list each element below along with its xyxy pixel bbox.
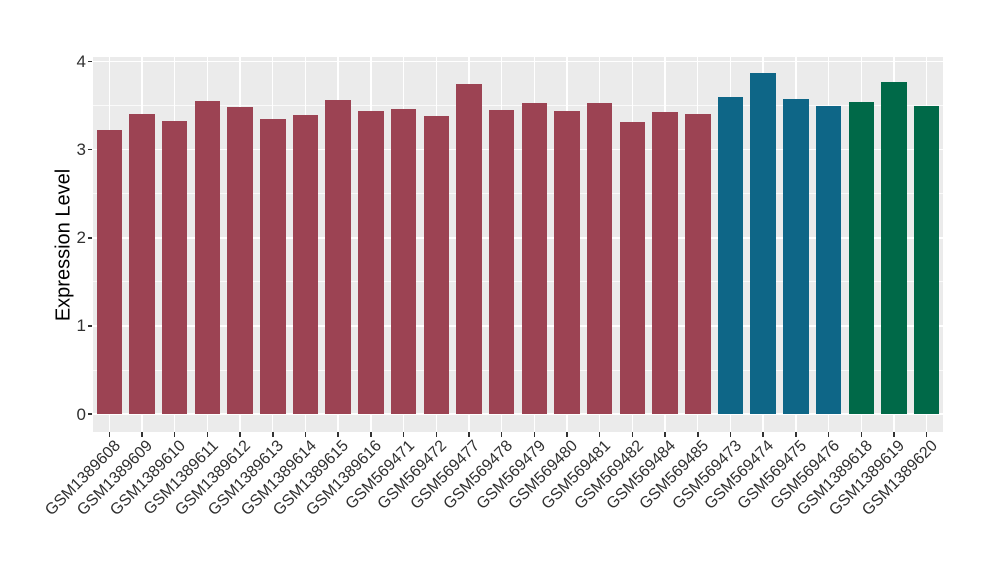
gridline-minor: [93, 193, 943, 195]
bar: [815, 105, 842, 414]
x-tick-mark: [893, 432, 895, 437]
x-tick-mark: [697, 432, 699, 437]
x-tick-mark: [729, 432, 732, 437]
y-tick-label: 0: [76, 404, 86, 424]
x-tick-mark: [827, 432, 830, 437]
bar: [750, 73, 776, 414]
gridline-minor: [93, 281, 943, 283]
x-tick-mark: [860, 432, 863, 437]
gridline-major: [93, 148, 943, 151]
plot-panel: [93, 57, 943, 432]
y-tick-mark: [88, 325, 92, 327]
x-tick-mark: [566, 432, 568, 437]
bar: [423, 116, 450, 414]
x-tick-mark: [500, 432, 503, 437]
bar: [619, 122, 646, 414]
x-tick-mark: [402, 432, 405, 437]
x-tick-mark: [664, 432, 666, 437]
bar: [881, 81, 907, 414]
bar: [358, 110, 384, 414]
gridline-major: [93, 60, 943, 63]
x-tick-mark: [206, 432, 209, 437]
x-tick-mark: [141, 432, 143, 437]
bar: [554, 110, 580, 414]
gridline-major: [93, 325, 943, 327]
bar: [227, 107, 253, 414]
bar: [292, 115, 319, 414]
bar: [848, 102, 875, 414]
bar: [325, 100, 351, 414]
y-tick-label: 3: [76, 140, 86, 160]
x-tick-mark: [468, 432, 470, 437]
gridline-minor: [93, 105, 943, 107]
x-tick-mark: [631, 432, 634, 437]
y-tick-label: 2: [76, 228, 86, 248]
bar: [913, 105, 940, 414]
y-tick-mark: [88, 148, 92, 151]
bar: [194, 101, 221, 414]
bar: [96, 130, 123, 414]
x-tick-mark: [337, 432, 339, 437]
bar: [685, 114, 711, 414]
y-tick-mark: [88, 237, 92, 239]
bar: [717, 96, 744, 414]
gridline-minor: [93, 369, 943, 371]
bar: [161, 120, 188, 414]
bar: [521, 103, 548, 414]
x-tick-mark: [239, 432, 241, 437]
y-tick-label: 1: [76, 316, 86, 336]
x-tick-mark: [435, 432, 438, 437]
bar: [390, 109, 417, 414]
bar: [652, 111, 678, 414]
y-tick-mark: [88, 413, 92, 415]
x-tick-mark: [795, 432, 797, 437]
x-tick-mark: [108, 432, 111, 437]
gridline-major: [93, 413, 943, 415]
x-tick-mark: [598, 432, 601, 437]
bar: [783, 99, 809, 414]
y-tick-mark: [88, 60, 92, 63]
x-tick-mark: [925, 432, 928, 437]
x-tick-mark: [272, 432, 274, 437]
bar: [260, 118, 286, 414]
bar: [456, 83, 482, 414]
x-tick-mark: [370, 432, 372, 437]
x-tick-mark: [762, 432, 764, 437]
bar: [488, 110, 515, 414]
y-tick-label: 4: [76, 52, 86, 72]
x-tick-mark: [173, 432, 176, 437]
bar: [129, 114, 155, 414]
bar: [586, 103, 613, 414]
x-tick-mark: [304, 432, 307, 437]
gridline-major: [93, 237, 943, 239]
x-tick-mark: [533, 432, 536, 437]
